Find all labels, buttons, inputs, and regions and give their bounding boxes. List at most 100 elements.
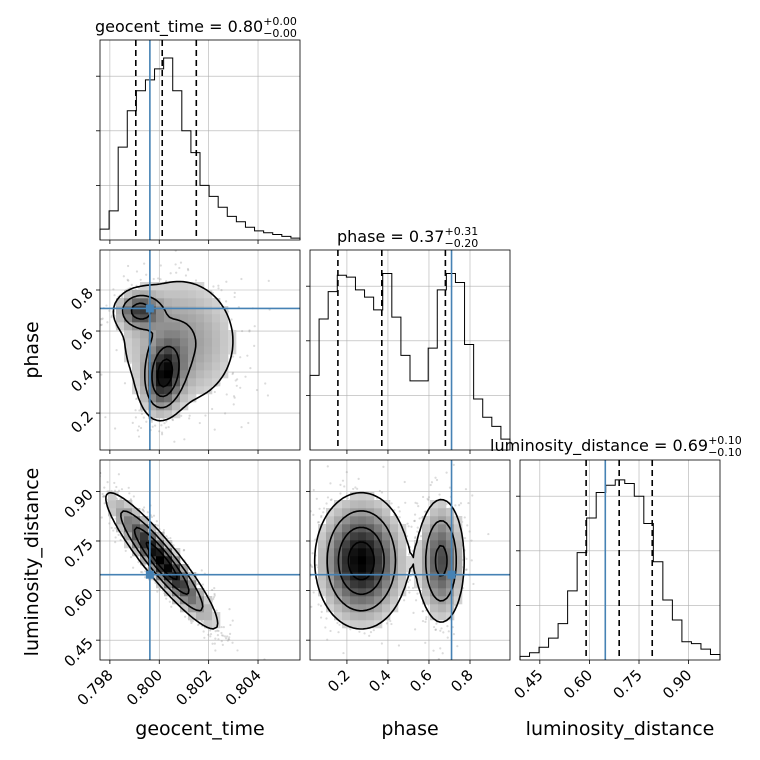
density-cell [212, 354, 221, 363]
sample-point [94, 481, 96, 483]
density-cell [382, 572, 391, 581]
sample-point [209, 635, 212, 638]
density-cell [382, 564, 391, 573]
sample-point [144, 570, 147, 573]
density-cell [180, 580, 189, 589]
density-cell [342, 604, 351, 613]
sample-point [216, 634, 220, 637]
density-cell [334, 596, 343, 605]
density-cell [422, 572, 431, 581]
density-cell [438, 500, 447, 509]
sample-point [312, 591, 315, 594]
density-cell [390, 588, 399, 597]
sample-point [342, 651, 345, 655]
sample-point [322, 511, 325, 514]
sample-point [325, 617, 328, 620]
sample-point [158, 430, 161, 433]
sample-point [324, 626, 327, 629]
density-cell [414, 564, 423, 573]
density-cell [156, 580, 165, 589]
sample-point [110, 314, 114, 317]
density-cell [342, 516, 351, 525]
sample-point [134, 409, 137, 412]
sample-point [434, 476, 437, 479]
sample-point [266, 394, 270, 397]
sample-point [114, 541, 117, 544]
sample-point [216, 629, 219, 632]
sample-point [464, 488, 468, 491]
sample-point [326, 496, 330, 499]
density-cell [124, 524, 133, 533]
density-cell [204, 596, 213, 605]
y-tick-label: 0.45 [60, 634, 96, 670]
density-cell [220, 338, 229, 347]
sample-point [248, 329, 251, 332]
sample-point [229, 623, 232, 627]
density-cell [374, 572, 383, 581]
sample-point [204, 414, 207, 417]
density-cell [334, 564, 343, 573]
density-cell [366, 492, 375, 501]
sample-point [341, 479, 345, 482]
density-cell [172, 354, 181, 363]
density-cell [350, 596, 359, 605]
sample-point [233, 396, 236, 399]
sample-point [406, 522, 409, 525]
density-cell [414, 540, 423, 549]
sample-point [213, 586, 216, 590]
density-cell [326, 524, 335, 533]
sample-point [89, 468, 91, 470]
density-cell [220, 362, 229, 371]
sample-point [213, 642, 216, 645]
density-cell [180, 386, 189, 395]
sample-point [100, 323, 102, 327]
sample-point [246, 354, 249, 357]
density-cell [188, 354, 197, 363]
density-cell [358, 564, 367, 573]
sample-point [113, 489, 117, 492]
density-cell [422, 540, 431, 549]
sample-point [404, 501, 407, 504]
sample-point [129, 498, 132, 501]
x-tick-label: 0.2 [324, 666, 354, 696]
density-cell [156, 354, 165, 363]
density-cell [358, 492, 367, 501]
density-cell [350, 500, 359, 509]
density-cell [188, 612, 197, 621]
sample-point [142, 506, 146, 509]
density-cell [350, 612, 359, 621]
density-cell [398, 556, 407, 565]
sample-point [241, 329, 244, 333]
density-cell [366, 500, 375, 509]
title-phase: phase = 0.37+0.31 −0.20 [337, 225, 478, 250]
sample-point [224, 635, 227, 638]
density-cell [342, 596, 351, 605]
title-sup: +0.31 [444, 225, 478, 238]
density-cell [334, 500, 343, 509]
y-tick-label: 0.4 [67, 366, 97, 396]
sample-point [354, 486, 357, 489]
density-cell [382, 556, 391, 565]
sample-point [142, 509, 145, 512]
sample-point [196, 583, 199, 586]
density-cell [374, 532, 383, 541]
sample-point [180, 414, 183, 417]
sample-point [233, 291, 236, 294]
sample-point [430, 481, 434, 484]
density-cell [132, 322, 141, 331]
sample-point [164, 426, 168, 429]
sample-point [117, 533, 120, 536]
density-cell [430, 556, 439, 565]
density-cell [374, 564, 383, 573]
density-cell [180, 282, 189, 291]
density-cell [180, 298, 189, 307]
x-tick-label: 0.90 [659, 666, 695, 702]
sample-point [235, 669, 237, 671]
sample-point [407, 553, 411, 556]
sample-point [160, 433, 164, 436]
density-cell [164, 410, 173, 419]
density-cell [374, 612, 383, 621]
sample-point [158, 588, 161, 591]
sample-point [414, 535, 417, 539]
